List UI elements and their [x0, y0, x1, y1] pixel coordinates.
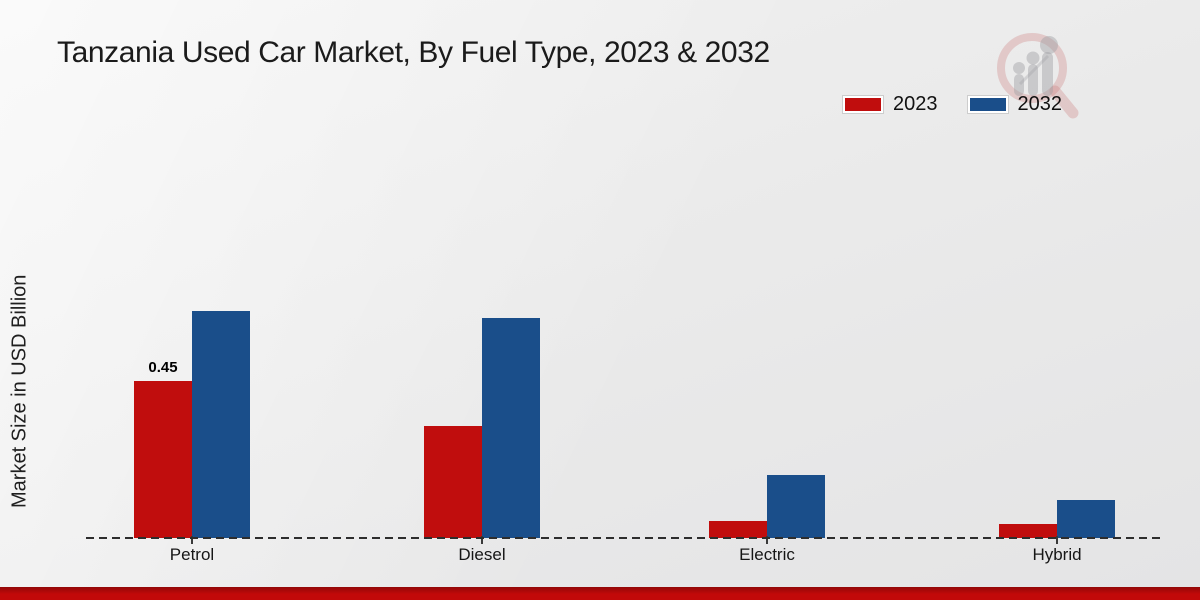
bar-2032-petrol	[192, 311, 250, 538]
bar-2023-petrol	[134, 381, 192, 538]
legend-label-2023: 2023	[893, 93, 938, 115]
x-axis-baseline	[86, 537, 1164, 539]
x-tick-petrol	[191, 536, 193, 544]
market-research-logo-watermark	[997, 33, 1079, 119]
x-tick-hybrid	[1056, 536, 1058, 544]
bar-value-label-2023-petrol: 0.45	[148, 359, 178, 376]
category-label-diesel: Diesel	[458, 545, 506, 564]
bar-2023-hybrid	[999, 524, 1057, 538]
footer-strip	[0, 587, 1200, 600]
legend-swatch-2023	[843, 96, 883, 113]
legend-label-2032: 2032	[1017, 93, 1063, 115]
category-label-electric: Electric	[739, 545, 795, 564]
bar-2032-hybrid	[1057, 500, 1115, 538]
legend-item-2032: 2032	[967, 93, 1063, 116]
category-label-petrol: Petrol	[169, 545, 215, 564]
x-tick-diesel	[481, 536, 483, 544]
bar-2023-diesel	[424, 426, 482, 538]
legend: 2023 2032	[843, 93, 1062, 116]
chart-title: Tanzania Used Car Market, By Fuel Type, …	[57, 36, 770, 69]
x-tick-electric	[766, 536, 768, 544]
bar-2032-electric	[767, 475, 825, 538]
bar-2023-electric	[709, 521, 767, 538]
bar-2032-diesel	[482, 318, 540, 538]
legend-swatch-2032	[967, 96, 1008, 113]
category-label-hybrid: Hybrid	[1032, 545, 1082, 564]
legend-item-2023: 2023	[843, 93, 938, 116]
